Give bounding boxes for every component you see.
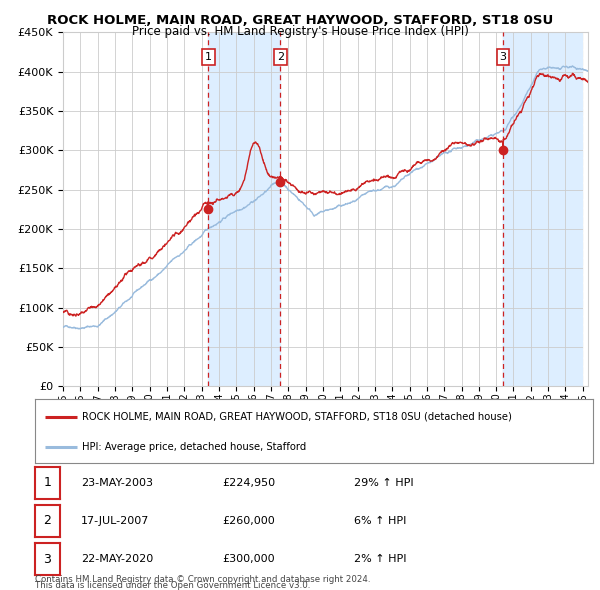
Text: This data is licensed under the Open Government Licence v3.0.: This data is licensed under the Open Gov… — [35, 581, 310, 590]
Bar — [208, 32, 280, 386]
Text: 3: 3 — [43, 553, 52, 566]
Bar — [503, 32, 583, 386]
Text: 2: 2 — [277, 53, 284, 62]
Text: 1: 1 — [43, 476, 52, 489]
Text: Price paid vs. HM Land Registry's House Price Index (HPI): Price paid vs. HM Land Registry's House … — [131, 25, 469, 38]
Text: 22-MAY-2020: 22-MAY-2020 — [81, 555, 153, 564]
Text: 2% ↑ HPI: 2% ↑ HPI — [354, 555, 407, 564]
Text: £260,000: £260,000 — [222, 516, 275, 526]
Text: 29% ↑ HPI: 29% ↑ HPI — [354, 478, 413, 487]
Bar — [583, 32, 588, 386]
Text: HPI: Average price, detached house, Stafford: HPI: Average price, detached house, Staf… — [82, 442, 307, 452]
Text: 17-JUL-2007: 17-JUL-2007 — [81, 516, 149, 526]
Text: ROCK HOLME, MAIN ROAD, GREAT HAYWOOD, STAFFORD, ST18 0SU (detached house): ROCK HOLME, MAIN ROAD, GREAT HAYWOOD, ST… — [82, 412, 512, 422]
Text: £300,000: £300,000 — [222, 555, 275, 564]
Text: £224,950: £224,950 — [222, 478, 275, 487]
Text: Contains HM Land Registry data © Crown copyright and database right 2024.: Contains HM Land Registry data © Crown c… — [35, 575, 370, 584]
Text: ROCK HOLME, MAIN ROAD, GREAT HAYWOOD, STAFFORD, ST18 0SU: ROCK HOLME, MAIN ROAD, GREAT HAYWOOD, ST… — [47, 14, 553, 27]
Bar — [503, 32, 588, 386]
Text: 23-MAY-2003: 23-MAY-2003 — [81, 478, 153, 487]
Text: 1: 1 — [205, 53, 212, 62]
Text: 2: 2 — [43, 514, 52, 527]
Text: 3: 3 — [499, 53, 506, 62]
Text: 6% ↑ HPI: 6% ↑ HPI — [354, 516, 406, 526]
